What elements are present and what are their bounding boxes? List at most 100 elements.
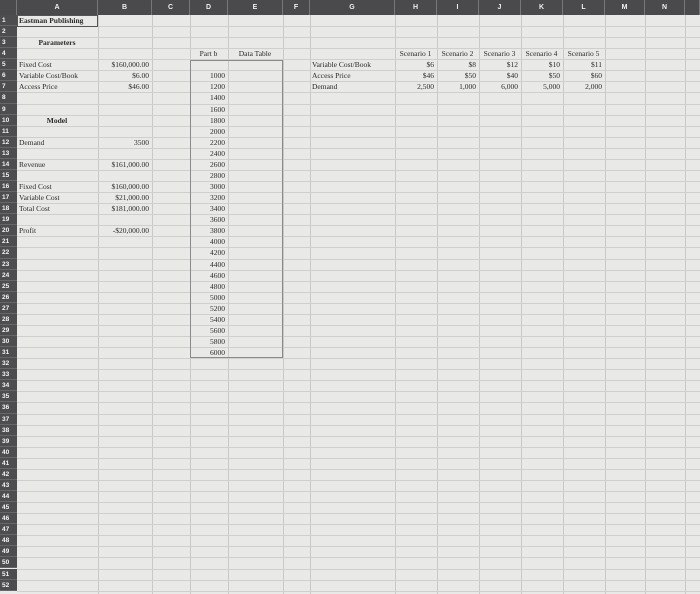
row-header-41[interactable]: 41	[0, 457, 17, 469]
row-header-47[interactable]: 47	[0, 524, 17, 536]
cell-B18[interactable]: $181,000.00	[111, 204, 150, 214]
row-header-29[interactable]: 29	[0, 324, 17, 337]
cell-A10[interactable]: Model	[46, 115, 68, 125]
cell-D27[interactable]: 5200	[210, 303, 225, 313]
cell-J7[interactable]: 6,000	[501, 82, 518, 92]
column-header-A[interactable]: A	[17, 0, 98, 15]
cell-A17[interactable]: Variable Cost	[19, 193, 60, 203]
cell-D28[interactable]: 5400	[210, 314, 225, 324]
row-header-18[interactable]: 18	[0, 203, 17, 215]
cell-A20[interactable]: Profit	[19, 226, 37, 236]
row-header-51[interactable]: 51	[0, 568, 17, 580]
row-header-22[interactable]: 22	[0, 247, 17, 259]
row-header-12[interactable]: 12	[0, 136, 17, 148]
row-header-35[interactable]: 35	[0, 391, 17, 403]
row-header-31[interactable]: 31	[0, 347, 17, 359]
row-header-7[interactable]: 7	[0, 81, 17, 93]
cell-L4[interactable]: Scenario 5	[567, 49, 600, 59]
cell-G7[interactable]: Demand	[312, 82, 338, 92]
row-header-46[interactable]: 46	[0, 513, 17, 525]
cell-A7[interactable]: Access Price	[19, 82, 58, 92]
cell-G6[interactable]: Access Price	[312, 71, 351, 81]
cell-D13[interactable]: 2400	[210, 148, 225, 158]
row-header-20[interactable]: 20	[0, 225, 17, 237]
cell-K6[interactable]: $50	[548, 71, 560, 81]
cell-D25[interactable]: 4800	[210, 281, 225, 291]
cell-L7[interactable]: 2,000	[585, 82, 602, 92]
cell-D12[interactable]: 2200	[210, 137, 225, 147]
row-header-38[interactable]: 38	[0, 424, 17, 436]
cell-D26[interactable]: 5000	[210, 292, 225, 302]
row-header-33[interactable]: 33	[0, 369, 17, 381]
cell-J6[interactable]: $40	[506, 71, 518, 81]
cell-D19[interactable]: 3600	[210, 215, 225, 225]
row-header-48[interactable]: 48	[0, 535, 17, 547]
cell-B6[interactable]: $6.00	[132, 71, 149, 81]
column-header-B[interactable]: B	[98, 0, 152, 15]
row-header-16[interactable]: 16	[0, 181, 17, 193]
row-header-26[interactable]: 26	[0, 291, 17, 303]
cell-L6[interactable]: $60	[590, 71, 602, 81]
cell-D21[interactable]: 4000	[210, 237, 225, 247]
column-header-I[interactable]: I	[437, 0, 479, 15]
row-header-40[interactable]: 40	[0, 446, 17, 458]
cell-D20[interactable]: 3800	[210, 226, 225, 236]
row-header-39[interactable]: 39	[0, 435, 17, 447]
row-header-6[interactable]: 6	[0, 70, 17, 82]
cell-B5[interactable]: $160,000.00	[111, 60, 150, 70]
cell-D15[interactable]: 2800	[210, 170, 225, 180]
row-header-19[interactable]: 19	[0, 214, 17, 226]
cell-H7[interactable]: 2,500	[417, 82, 434, 92]
row-header-5[interactable]: 5	[0, 59, 17, 71]
row-header-44[interactable]: 44	[0, 491, 17, 503]
cell-D17[interactable]: 3200	[210, 193, 225, 203]
column-header-M[interactable]: M	[605, 0, 645, 15]
cell-J5[interactable]: $12	[506, 60, 518, 70]
column-header-G[interactable]: G	[310, 0, 395, 15]
cell-E4[interactable]: Data Table	[238, 49, 272, 59]
row-header-43[interactable]: 43	[0, 479, 17, 491]
cell-K5[interactable]: $10	[548, 60, 560, 70]
cell-K7[interactable]: 5,000	[543, 82, 560, 92]
row-header-8[interactable]: 8	[0, 92, 17, 104]
row-header-28[interactable]: 28	[0, 313, 17, 325]
cell-A6[interactable]: Variable Cost/Book	[19, 71, 78, 81]
row-header-25[interactable]: 25	[0, 280, 17, 292]
row-header-27[interactable]: 27	[0, 302, 17, 314]
cell-A5[interactable]: Fixed Cost	[19, 60, 52, 70]
cell-D9[interactable]: 1600	[210, 104, 225, 114]
row-header-50[interactable]: 50	[0, 557, 17, 569]
column-header-F[interactable]: F	[283, 0, 310, 15]
cell-D11[interactable]: 2000	[210, 126, 225, 136]
column-header-N[interactable]: N	[645, 0, 685, 15]
cell-D31[interactable]: 6000	[210, 348, 225, 358]
row-header-2[interactable]: 2	[0, 26, 17, 38]
cell-L5[interactable]: $11	[591, 60, 602, 70]
cell-H6[interactable]: $46	[422, 71, 434, 81]
row-header-42[interactable]: 42	[0, 468, 17, 480]
row-header-21[interactable]: 21	[0, 236, 17, 248]
cell-H5[interactable]: $6	[426, 60, 435, 70]
row-header-4[interactable]: 4	[0, 48, 17, 60]
cell-B12[interactable]: 3500	[134, 137, 149, 147]
row-header-10[interactable]: 10	[0, 114, 17, 126]
row-header-15[interactable]: 15	[0, 169, 17, 182]
cell-A18[interactable]: Total Cost	[19, 204, 50, 214]
row-header-11[interactable]: 11	[0, 125, 17, 137]
cell-D4[interactable]: Part b	[199, 49, 218, 59]
column-header-H[interactable]: H	[395, 0, 437, 15]
row-header-14[interactable]: 14	[0, 158, 17, 170]
cell-A12[interactable]: Demand	[19, 137, 45, 147]
cell-I7[interactable]: 1,000	[459, 82, 476, 92]
cell-D22[interactable]: 4200	[210, 248, 225, 258]
row-header-49[interactable]: 49	[0, 546, 17, 558]
row-header-23[interactable]: 23	[0, 258, 17, 270]
cell-A16[interactable]: Fixed Cost	[19, 182, 52, 192]
column-header-D[interactable]: D	[190, 0, 228, 15]
cell-J4[interactable]: Scenario 3	[483, 49, 516, 59]
select-all-corner[interactable]	[0, 0, 17, 15]
cell-D6[interactable]: 1000	[210, 71, 225, 81]
cell-B20[interactable]: -$20,000.00	[112, 226, 149, 236]
column-header-E[interactable]: E	[228, 0, 283, 15]
